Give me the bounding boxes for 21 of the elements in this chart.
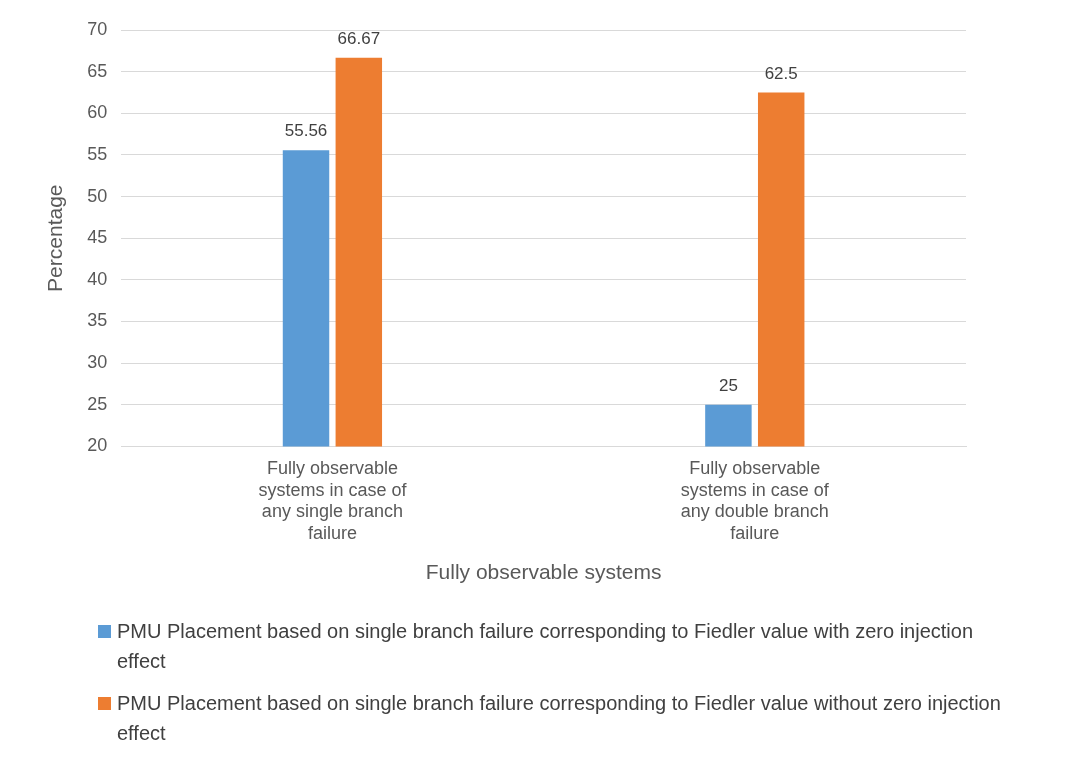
y-tick-label: 35	[87, 310, 108, 331]
y-tick-label: 20	[87, 435, 108, 456]
data-label: 25	[718, 375, 738, 395]
y-axis-title: Percentage	[43, 184, 67, 292]
y-tick-label: 45	[87, 227, 108, 248]
y-tick-label: 65	[87, 60, 108, 81]
data-label: 55.56	[284, 121, 328, 141]
legend-label: PMU Placement based on single branch failure corresponding to Fiedler value without zero injection effect	[117, 691, 1002, 746]
x-tick-label: Fully observable systems in case of any single branch failure	[258, 458, 408, 543]
y-tick-label: 25	[87, 393, 108, 414]
x-axis-title: Fully observable systems	[425, 560, 662, 584]
y-tick-label: 40	[87, 268, 108, 289]
legend-label: PMU Placement based on single branch failure corresponding to Fiedler value with zero injection effect	[117, 619, 974, 674]
y-tick-label: 55	[87, 143, 108, 164]
y-tick-label: 60	[87, 102, 108, 123]
x-tick-label: Fully observable systems in case of any double branch failure	[680, 458, 830, 543]
data-label: 62.5	[764, 63, 798, 83]
y-tick-label: 70	[87, 18, 108, 39]
y-tick-label: 30	[87, 352, 108, 373]
y-tick-label: 50	[87, 185, 108, 206]
data-label: 66.67	[337, 28, 381, 48]
